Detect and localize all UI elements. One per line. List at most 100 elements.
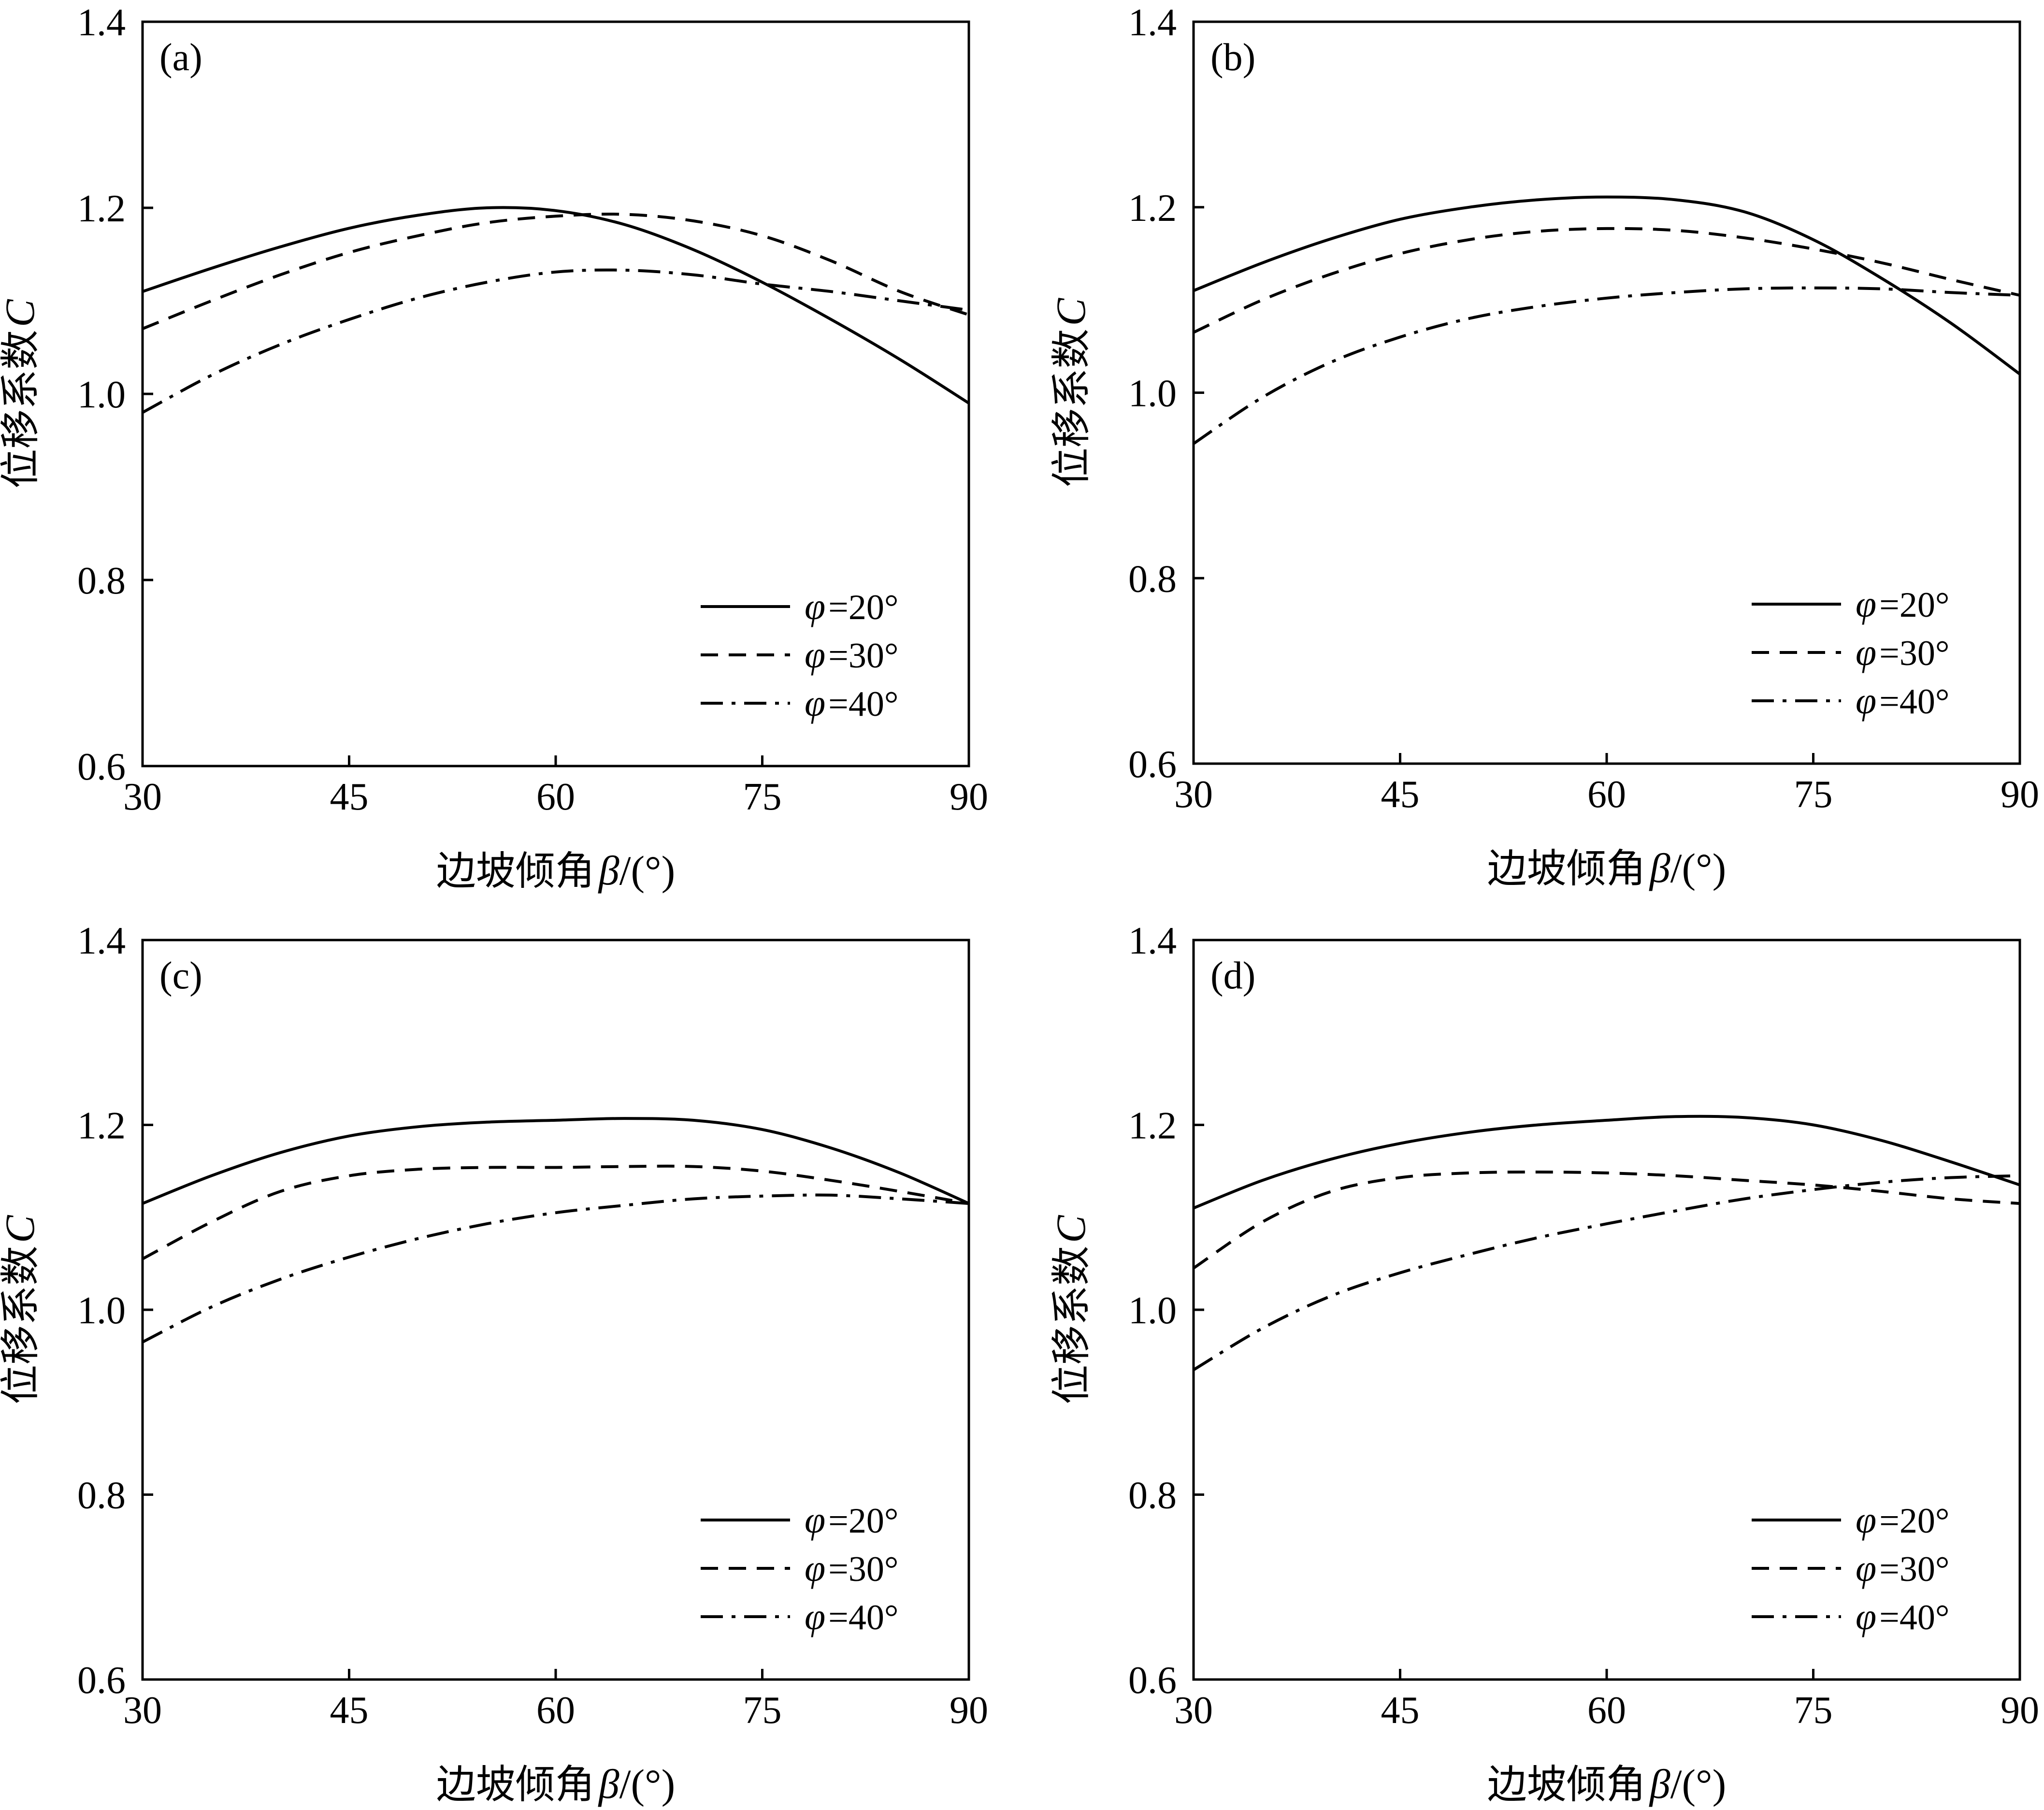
y-axis-title: 位移系数 C xyxy=(1048,1215,1094,1405)
legend-value: =40° xyxy=(1879,1598,1949,1637)
y-tick-label: 0.6 xyxy=(77,1659,126,1702)
legend-symbol: φ xyxy=(805,682,825,724)
y-tick-label: 1.0 xyxy=(77,374,126,416)
legend-label: φ=30° xyxy=(1856,1547,1949,1589)
legend-value: =40° xyxy=(1879,682,1949,722)
y-axis-title-symbol: C xyxy=(0,299,43,327)
legend-symbol: φ xyxy=(805,634,825,676)
x-tick-label: 60 xyxy=(1587,1689,1626,1732)
series-line-3 xyxy=(142,1193,969,1344)
legend-label: φ=40° xyxy=(805,1595,898,1637)
y-tick-label: 1.2 xyxy=(77,1105,126,1147)
x-axis-title-text: 边坡倾角 xyxy=(1487,1762,1646,1808)
legend-symbol: φ xyxy=(805,1499,825,1541)
y-tick-label: 0.8 xyxy=(1128,1475,1177,1517)
legend-label: φ=30° xyxy=(805,634,898,676)
series-line-2 xyxy=(142,1164,969,1260)
x-axis-title-symbol: β xyxy=(598,847,619,894)
x-axis-title-text: 边坡倾角 xyxy=(436,1762,595,1808)
y-tick-label: 0.8 xyxy=(77,560,126,602)
x-tick-label: 75 xyxy=(743,776,782,818)
y-tick-label: 1.4 xyxy=(1128,1,1177,44)
x-tick-label: 60 xyxy=(1587,773,1626,816)
y-tick-label: 0.8 xyxy=(77,1475,126,1517)
y-tick-label: 0.6 xyxy=(1128,1659,1177,1702)
legend-symbol: φ xyxy=(1856,1499,1876,1541)
x-axis-title-text: 边坡倾角 xyxy=(1487,846,1646,892)
x-axis-title-unit: /(°) xyxy=(1670,1761,1727,1807)
legend-value: =40° xyxy=(828,684,898,724)
legend-label: φ=40° xyxy=(1856,680,1949,722)
x-axis-title-symbol: β xyxy=(1649,845,1670,891)
panel-label: (a) xyxy=(159,36,202,79)
y-axis-title: 位移系数 C xyxy=(0,299,43,489)
panel-label: (d) xyxy=(1210,955,1255,997)
legend-label: φ=40° xyxy=(1856,1595,1949,1637)
x-axis-title: 边坡倾角β/(°) xyxy=(436,1761,675,1808)
x-tick-label: 90 xyxy=(950,1689,988,1732)
series-line-3 xyxy=(142,268,969,414)
legend-label: φ=30° xyxy=(805,1547,898,1589)
x-tick-label: 90 xyxy=(2001,773,2039,816)
chart-panel: 30 45 60 75 90 0.6 0.8 1.0 1.2 1.4 (d) 边坡倾角β/(°) 位移系… xyxy=(1048,920,2039,1808)
y-axis-title-symbol: C xyxy=(1048,297,1094,326)
series-line-3 xyxy=(1193,286,2020,445)
series-line-1 xyxy=(1193,195,2021,376)
series-line-1 xyxy=(142,206,970,405)
y-axis-title-text: 位移系数 xyxy=(1049,329,1094,487)
y-tick-label: 1.4 xyxy=(77,1,126,44)
x-tick-label: 30 xyxy=(123,776,162,818)
x-axis-title: 边坡倾角β/(°) xyxy=(1487,1761,1726,1808)
x-tick-label: 60 xyxy=(536,776,575,818)
chart-panel: 30 45 60 75 90 0.6 0.8 1.0 1.2 1.4 (c) 边坡倾角β/(°) 位移系… xyxy=(0,920,988,1808)
legend-value: =20° xyxy=(828,1501,898,1541)
legend-value: =30° xyxy=(1879,634,1949,673)
y-tick-label: 1.2 xyxy=(77,188,126,230)
legend-value: =40° xyxy=(828,1598,898,1637)
x-axis-title: 边坡倾角β/(°) xyxy=(436,847,675,894)
x-axis-title: 边坡倾角β/(°) xyxy=(1487,845,1726,892)
y-tick-label: 1.4 xyxy=(77,920,126,962)
y-tick-label: 1.0 xyxy=(1128,1289,1177,1332)
legend-label: φ=40° xyxy=(805,682,898,724)
y-tick-label: 1.0 xyxy=(77,1289,126,1332)
legend-label: φ=30° xyxy=(1856,631,1949,673)
chart-panel: 30 45 60 75 90 0.6 0.8 1.0 1.2 1.4 (a) 边坡倾角β/(°) 位移系… xyxy=(0,1,988,894)
legend-label: φ=20° xyxy=(1856,1499,1949,1541)
x-tick-label: 45 xyxy=(330,776,369,818)
y-tick-label: 1.2 xyxy=(1128,187,1177,230)
y-tick-label: 0.6 xyxy=(1128,743,1177,786)
legend-symbol: φ xyxy=(805,585,825,627)
legend-symbol: φ xyxy=(1856,583,1876,625)
panel-label: (c) xyxy=(159,955,202,997)
series-line-2 xyxy=(142,213,969,330)
legend-value: =20° xyxy=(1879,1501,1949,1541)
y-axis-title-text: 位移系数 xyxy=(0,330,43,489)
legend-symbol: φ xyxy=(1856,1547,1876,1589)
legend-value: =30° xyxy=(828,636,898,676)
legend-label: φ=20° xyxy=(805,1499,898,1541)
series-line-1 xyxy=(142,1117,970,1205)
x-axis-title-unit: /(°) xyxy=(619,1761,676,1807)
x-tick-label: 45 xyxy=(330,1689,369,1732)
y-axis-title-text: 位移系数 xyxy=(1049,1246,1094,1405)
x-tick-label: 75 xyxy=(1794,1689,1833,1732)
panel-label: (b) xyxy=(1210,36,1255,79)
legend-value: =20° xyxy=(1879,585,1949,625)
series-line-1 xyxy=(1193,1115,2020,1210)
legend-symbol: φ xyxy=(805,1595,825,1637)
y-tick-label: 1.0 xyxy=(1128,373,1177,415)
x-axis-title-symbol: β xyxy=(598,1761,619,1807)
x-tick-label: 30 xyxy=(1174,773,1213,816)
y-axis-title: 位移系数 C xyxy=(1048,297,1094,487)
x-axis-title-unit: /(°) xyxy=(619,847,676,894)
chart-panel: 30 45 60 75 90 0.6 0.8 1.0 1.2 1.4 (b) 边坡倾角β/(°) 位移系… xyxy=(1048,1,2039,892)
x-tick-label: 75 xyxy=(743,1689,782,1732)
y-axis-title-text: 位移系数 xyxy=(0,1246,43,1405)
series-line-3 xyxy=(1193,1174,2020,1371)
y-tick-label: 0.6 xyxy=(77,746,126,788)
legend-symbol: φ xyxy=(1856,1595,1876,1637)
legend-value: =30° xyxy=(1879,1549,1949,1589)
y-axis-title-symbol: C xyxy=(1048,1215,1094,1243)
